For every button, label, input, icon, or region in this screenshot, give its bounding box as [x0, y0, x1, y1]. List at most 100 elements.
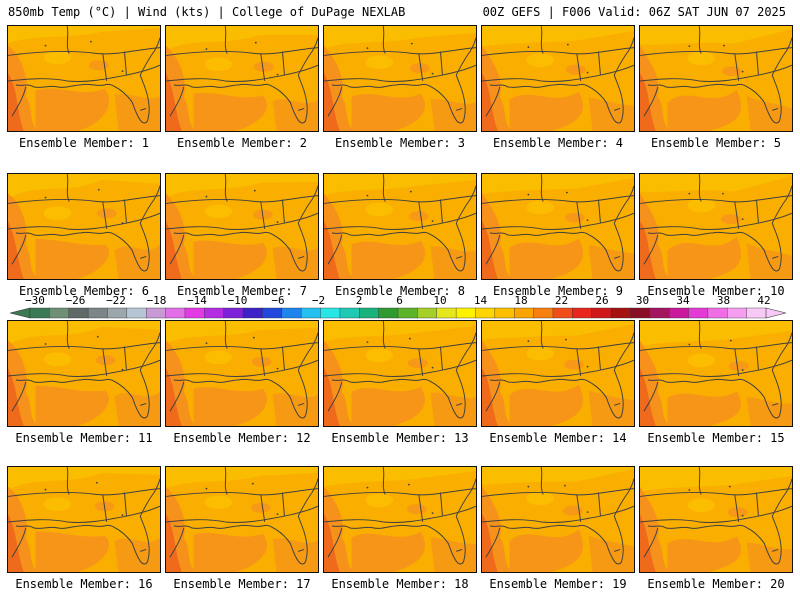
- ensemble-member-label: Ensemble Member: 14: [489, 431, 627, 445]
- ensemble-member-label: Ensemble Member: 6: [18, 284, 150, 298]
- ensemble-member-label: Ensemble Member: 18: [331, 577, 469, 591]
- ensemble-member-label: Ensemble Member: 19: [489, 577, 627, 591]
- colorbar-segment: [165, 307, 186, 319]
- colorbar-segment: [87, 307, 109, 319]
- ensemble-member-label: Ensemble Member: 2: [176, 136, 308, 150]
- colorbar-segment: [126, 307, 147, 319]
- colorbar-tick-label: −18: [146, 294, 167, 307]
- colorbar-segment: [378, 307, 399, 319]
- colorbar-segment: [727, 307, 748, 319]
- ensemble-member-label: Ensemble Member: 8: [334, 284, 466, 298]
- colorbar-tick-label: −6: [271, 294, 285, 307]
- colorbar-segment: [29, 307, 50, 319]
- run-valid-time: 00Z GEFS | F006 Valid: 06Z SAT JUN 07 20…: [482, 5, 786, 19]
- colorbar-tick-label: −2: [311, 294, 326, 307]
- colorbar-tick-label: −10: [227, 294, 248, 307]
- colorbar-segment: [242, 307, 264, 319]
- colorbar-segment: [359, 307, 380, 319]
- colorbar-segment: [455, 307, 477, 319]
- ensemble-member-label: Ensemble Member: 12: [173, 431, 311, 445]
- ensemble-member-map: [323, 25, 477, 132]
- ensemble-member-label: Ensemble Member: 16: [15, 577, 153, 591]
- map-title: 850mb Temp (°C) | Wind (kts) | College o…: [8, 5, 406, 19]
- ensemble-member-map: [323, 173, 477, 280]
- colorbar-tick-label: 34: [676, 294, 690, 307]
- ensemble-member-label: Ensemble Member: 3: [334, 136, 466, 150]
- ensemble-member-map: [165, 320, 319, 427]
- ensemble-member-map: [165, 25, 319, 132]
- colorbar-tick-label: 26: [595, 294, 609, 307]
- colorbar-segment: [417, 307, 438, 319]
- ensemble-member-map: [323, 466, 477, 573]
- ensemble-member-map: [481, 466, 635, 573]
- ensemble-member-map: [639, 466, 793, 573]
- colorbar-segment: [339, 307, 360, 319]
- colorbar-tick-label: −22: [106, 294, 126, 307]
- colorbar-segment: [610, 307, 632, 319]
- ensemble-member-map: [7, 320, 161, 427]
- ensemble-member-label: Ensemble Member: 1: [18, 136, 150, 150]
- colorbar-segment: [204, 307, 225, 319]
- ensemble-member-map: [639, 173, 793, 280]
- colorbar-segment: [533, 307, 554, 319]
- ensemble-member-map: [639, 320, 793, 427]
- ensemble-member-map: [7, 173, 161, 280]
- ensemble-member-map: [481, 25, 635, 132]
- ensemble-member-map: [165, 173, 319, 280]
- ensemble-member-map: [481, 173, 635, 280]
- colorbar-segment: [146, 307, 167, 319]
- ensemble-member-map: [165, 466, 319, 573]
- ensemble-member-map: [481, 320, 635, 427]
- colorbar-segment: [397, 307, 418, 319]
- colorbar-segment: [281, 307, 302, 319]
- colorbar-tick-label: 6: [396, 294, 403, 307]
- colorbar-segment: [572, 307, 593, 319]
- colorbar-segment: [436, 307, 457, 319]
- colorbar-segment: [591, 307, 612, 319]
- colorbar-tick-label: 2: [355, 294, 363, 307]
- temperature-colorbar: [10, 307, 786, 319]
- ensemble-member-map: [323, 320, 477, 427]
- colorbar-tick-label: 30: [635, 294, 650, 307]
- ensemble-member-label: Ensemble Member: 11: [15, 431, 153, 445]
- ensemble-member-label: Ensemble Member: 5: [650, 136, 782, 150]
- colorbar-tick-label: 22: [554, 294, 569, 307]
- colorbar-segment: [49, 307, 70, 319]
- ensemble-member-label: Ensemble Member: 13: [331, 431, 469, 445]
- colorbar-segment: [649, 307, 670, 319]
- colorbar-min-arrow: [10, 307, 31, 319]
- colorbar-tick-label: −30: [25, 294, 45, 307]
- colorbar-segment: [68, 307, 89, 319]
- ensemble-member-map: [639, 25, 793, 132]
- ensemble-member-label: Ensemble Member: 9: [492, 284, 624, 298]
- colorbar-segment: [514, 307, 535, 319]
- ensemble-member-label: Ensemble Member: 4: [492, 136, 624, 150]
- colorbar-segment: [262, 307, 283, 319]
- ensemble-member-label: Ensemble Member: 20: [647, 577, 785, 591]
- colorbar-segment: [688, 307, 709, 319]
- colorbar-tick-label: −26: [65, 294, 86, 307]
- colorbar-segment: [630, 307, 651, 319]
- colorbar-segment: [707, 307, 728, 319]
- colorbar-segment: [494, 307, 515, 319]
- ensemble-member-map: [7, 25, 161, 132]
- colorbar-segment: [300, 307, 322, 319]
- ensemble-member-label: Ensemble Member: 15: [647, 431, 785, 445]
- ensemble-member-label: Ensemble Member: 10: [647, 284, 785, 298]
- colorbar-max-arrow: [765, 307, 786, 319]
- ensemble-member-map: [7, 466, 161, 573]
- colorbar-segment: [552, 307, 573, 319]
- colorbar-tick-label: −14: [187, 294, 207, 307]
- colorbar-segment: [223, 307, 244, 319]
- colorbar-tick-label: 38: [716, 294, 731, 307]
- colorbar-segment: [107, 307, 128, 319]
- colorbar-segment: [475, 307, 496, 319]
- colorbar-segment: [668, 307, 690, 319]
- colorbar-segment: [184, 307, 205, 319]
- colorbar-segment: [746, 307, 767, 319]
- ensemble-member-label: Ensemble Member: 17: [173, 577, 311, 591]
- colorbar-segment: [320, 307, 341, 319]
- colorbar-tick-label: 14: [473, 294, 488, 307]
- colorbar-tick-label: 18: [514, 294, 528, 307]
- colorbar-tick-label: 10: [433, 294, 447, 307]
